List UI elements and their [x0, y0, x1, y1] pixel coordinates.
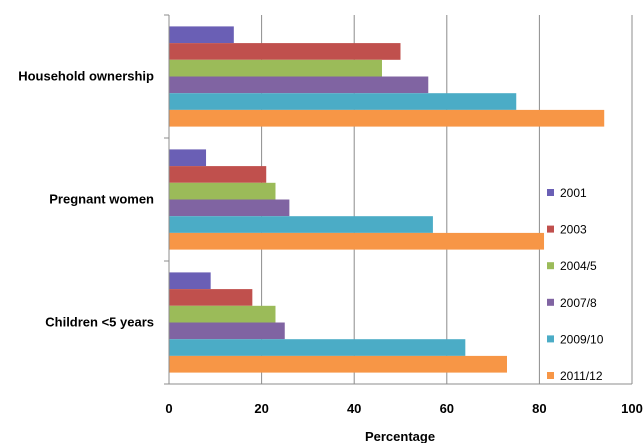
bar-2-0 — [169, 272, 211, 290]
x-tick-label-5: 100 — [621, 401, 643, 416]
legend-label-5: 2011/12 — [560, 369, 603, 383]
category-labels: Household ownership Pregnant women Childre… — [18, 69, 154, 330]
legend-swatch-0 — [547, 189, 554, 196]
bar-2-3 — [169, 322, 285, 340]
bar-0-1 — [169, 43, 401, 60]
bar-2-5 — [169, 355, 507, 373]
bar-0-5 — [169, 109, 605, 127]
bar-0-4 — [169, 93, 517, 110]
x-tick-labels: 0 20 40 60 80 100 — [165, 401, 642, 416]
bar-2-4 — [169, 339, 466, 356]
legend-swatch-3 — [547, 298, 554, 306]
bars — [169, 26, 605, 373]
bar-0-2 — [169, 59, 382, 77]
legend: 2001 2003 2004/5 2007/8 2009/10 2011/12 — [547, 186, 604, 383]
x-tick-label-2: 40 — [347, 401, 361, 416]
bar-1-0 — [169, 149, 207, 167]
legend-swatch-1 — [547, 225, 554, 233]
legend-label-0: 2001 — [560, 186, 587, 200]
category-label-0: Household ownership — [18, 69, 154, 84]
x-tick-label-1: 20 — [254, 401, 268, 416]
legend-label-2: 2004/5 — [560, 259, 597, 273]
x-tick-label-0: 0 — [165, 401, 172, 416]
axes — [164, 14, 632, 385]
x-tick-label-3: 60 — [440, 401, 454, 416]
bar-0-0 — [169, 26, 234, 44]
legend-swatch-2 — [547, 262, 554, 270]
bar-1-3 — [169, 199, 290, 217]
bar-0-3 — [169, 76, 429, 94]
legend-label-4: 2009/10 — [560, 332, 604, 346]
bar-2-1 — [169, 289, 253, 306]
bar-1-2 — [169, 182, 276, 200]
legend-label-1: 2003 — [560, 223, 587, 237]
bar-1-1 — [169, 166, 267, 183]
bar-1-5 — [169, 232, 545, 250]
bar-1-4 — [169, 216, 433, 233]
x-axis-title: Percentage — [365, 429, 435, 443]
legend-label-3: 2007/8 — [560, 296, 597, 310]
bar-2-2 — [169, 305, 276, 323]
legend-swatch-4 — [547, 335, 554, 343]
category-label-1: Pregnant women — [49, 192, 154, 207]
legend-swatch-5 — [547, 372, 554, 379]
x-tick-label-4: 80 — [532, 401, 546, 416]
category-label-2: Children <5 years — [45, 315, 154, 330]
